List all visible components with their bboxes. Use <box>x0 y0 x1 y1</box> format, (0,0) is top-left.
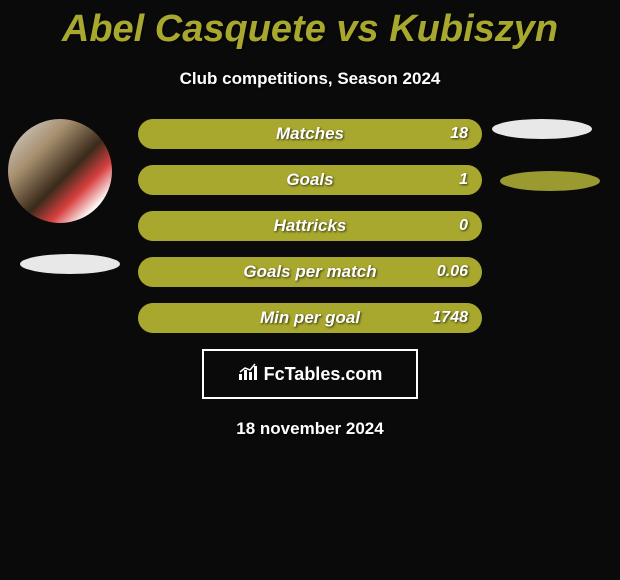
stat-label: Matches <box>138 124 482 144</box>
brand-text: FcTables.com <box>264 364 383 385</box>
shadow-ellipse-left <box>20 254 120 274</box>
player-avatar-left <box>8 119 112 223</box>
stat-bars: Matches 18 Goals 1 Hattricks 0 Goals per… <box>138 119 482 333</box>
stat-label: Min per goal <box>138 308 482 328</box>
subtitle: Club competitions, Season 2024 <box>0 69 620 89</box>
stat-label: Hattricks <box>138 216 482 236</box>
stat-label: Goals per match <box>138 262 482 282</box>
shadow-ellipse-right-top <box>492 119 592 139</box>
stat-bar: Goals per match 0.06 <box>138 257 482 287</box>
stat-value: 1748 <box>432 309 468 327</box>
stat-value: 0 <box>459 217 468 235</box>
stats-area: Matches 18 Goals 1 Hattricks 0 Goals per… <box>0 119 620 333</box>
stat-label: Goals <box>138 170 482 190</box>
brand-box: FcTables.com <box>202 349 418 399</box>
stat-value: 1 <box>459 171 468 189</box>
stat-value: 18 <box>450 125 468 143</box>
stat-bar: Min per goal 1748 <box>138 303 482 333</box>
stat-bar: Matches 18 <box>138 119 482 149</box>
date-line: 18 november 2024 <box>0 419 620 439</box>
shadow-ellipse-right-bottom <box>500 171 600 191</box>
stat-bar: Goals 1 <box>138 165 482 195</box>
bar-chart-icon <box>238 363 260 386</box>
stat-bar: Hattricks 0 <box>138 211 482 241</box>
stat-value: 0.06 <box>437 263 468 281</box>
page-title: Abel Casquete vs Kubiszyn <box>0 0 620 51</box>
